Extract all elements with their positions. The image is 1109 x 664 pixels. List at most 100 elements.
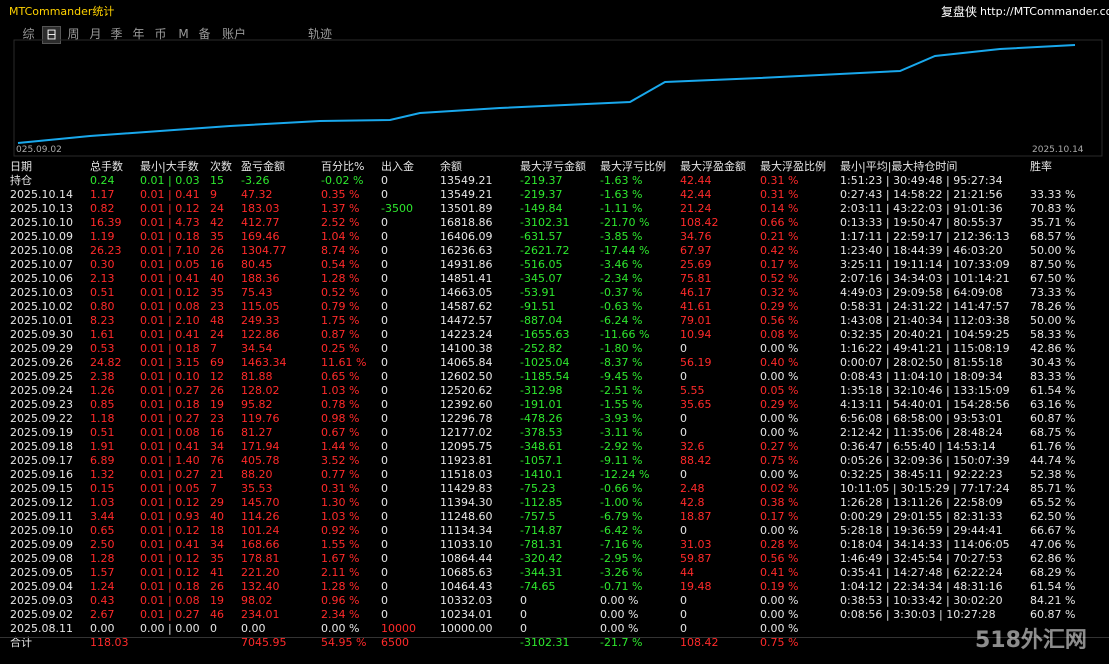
- tab[interactable]: 轨迹: [308, 27, 333, 41]
- table-cell: 0.01 | 0.41: [140, 440, 200, 453]
- table-cell: -516.05: [520, 258, 563, 271]
- column-header: 百分比%: [321, 160, 365, 173]
- table-cell: 13549.21: [440, 174, 493, 187]
- table-cell: 2.13: [90, 272, 115, 285]
- table-cell: 16: [210, 426, 224, 439]
- table-cell: 48: [210, 314, 224, 327]
- table-cell: 118.03: [90, 636, 129, 649]
- row-label: 2025.10.06: [10, 272, 73, 285]
- tab[interactable]: 月: [89, 27, 102, 41]
- table-cell: -11.66 %: [600, 328, 650, 341]
- table-cell: -9.45 %: [600, 370, 643, 383]
- table-cell: 0.15: [90, 482, 115, 495]
- table-cell: 4:13:11 | 54:40:01 | 154:28:56: [840, 398, 1010, 411]
- table-cell: 0.21 %: [760, 230, 799, 243]
- table-cell: 21: [210, 468, 224, 481]
- table-cell: 11518.03: [440, 468, 493, 481]
- table-cell: 0: [381, 230, 388, 243]
- table-cell: 0.29 %: [760, 398, 799, 411]
- tab[interactable]: 币: [154, 27, 167, 41]
- table-cell: -344.31: [520, 566, 563, 579]
- table-cell: 119.76: [241, 412, 280, 425]
- table-cell: 0.01 | 2.10: [140, 314, 200, 327]
- table-cell: 58.33 %: [1030, 328, 1076, 341]
- table-cell: 35: [210, 286, 224, 299]
- table-cell: 0: [680, 524, 687, 537]
- table-cell: -378.53: [520, 426, 563, 439]
- tab[interactable]: 账户: [222, 27, 247, 41]
- table-cell: 50.00 %: [1030, 244, 1076, 257]
- table-cell: 0: [680, 342, 687, 355]
- url: http://MTCommander.com: [980, 5, 1109, 18]
- table-cell: 16818.86: [440, 216, 493, 229]
- table-cell: 1.44 %: [321, 440, 360, 453]
- table-cell: 35: [210, 552, 224, 565]
- table-cell: 24: [210, 202, 224, 215]
- tab[interactable]: M: [178, 27, 189, 41]
- table-cell: 7045.95: [241, 636, 287, 649]
- table-cell: 23: [210, 300, 224, 313]
- table-cell: 2:03:11 | 43:22:03 | 91:01:36: [840, 202, 1003, 215]
- tab[interactable]: 综: [22, 27, 35, 41]
- table-cell: 0.01 | 0.27: [140, 384, 200, 397]
- table-cell: 0.01 | 0.12: [140, 566, 200, 579]
- table-cell: 0:13:33 | 19:50:47 | 80:55:37: [840, 216, 1003, 229]
- table-cell: -320.42: [520, 552, 563, 565]
- table-cell: 0.01 | 0.18: [140, 230, 200, 243]
- table-cell: 10000.00: [440, 622, 493, 635]
- table-cell: 95.82: [241, 398, 273, 411]
- table-cell: 1:23:40 | 18:44:39 | 46:03:20: [840, 244, 1003, 257]
- table-cell: -219.37: [520, 188, 563, 201]
- table-cell: 0.08 %: [760, 328, 799, 341]
- tab[interactable]: 季: [110, 27, 123, 41]
- table-cell: 0.35 %: [321, 188, 360, 201]
- table-cell: 98.02: [241, 594, 273, 607]
- table-cell: 0.01 | 0.12: [140, 524, 200, 537]
- table-cell: 1.55 %: [321, 538, 360, 551]
- table-cell: 12177.02: [440, 426, 493, 439]
- table-cell: 44: [680, 566, 694, 579]
- table-cell: 24: [210, 328, 224, 341]
- app-title: MTCommander统计: [9, 5, 115, 18]
- table-cell: -8.37 %: [600, 356, 643, 369]
- table-cell: 73.33 %: [1030, 286, 1076, 299]
- table-cell: 81.88: [241, 370, 273, 383]
- tab[interactable]: 备: [198, 27, 211, 41]
- table-cell: 0.02 %: [760, 482, 799, 495]
- table-cell: 1:46:49 | 32:45:54 | 70:27:53: [840, 552, 1003, 565]
- table-cell: -53.91: [520, 286, 556, 299]
- table-cell: 35.71 %: [1030, 216, 1076, 229]
- table-cell: 0: [520, 594, 527, 607]
- row-label: 2025.09.16: [10, 468, 73, 481]
- table-cell: -7.16 %: [600, 538, 643, 551]
- table-cell: 2.38: [90, 370, 115, 383]
- table-cell: -757.5: [520, 510, 556, 523]
- brand: 复盘侠: [941, 5, 978, 19]
- table-cell: 0:08:43 | 11:04:10 | 18:09:34: [840, 370, 1003, 383]
- table-cell: 0.79 %: [321, 300, 360, 313]
- table-cell: 61.54 %: [1030, 384, 1076, 397]
- table-cell: 0:00:29 | 29:01:55 | 82:31:33: [840, 510, 1003, 523]
- column-header: 最大浮亏比例: [600, 160, 666, 173]
- table-cell: 0.00 %: [760, 412, 799, 425]
- table-cell: 3.44: [90, 510, 115, 523]
- x-end-label: 2025.10.14: [1032, 145, 1084, 155]
- table-cell: 61.54 %: [1030, 580, 1076, 593]
- tab[interactable]: 周: [67, 27, 80, 41]
- tab[interactable]: 年: [132, 27, 145, 41]
- table-cell: 0: [381, 566, 388, 579]
- row-label: 2025.10.09: [10, 230, 73, 243]
- row-label: 2025.09.19: [10, 426, 73, 439]
- table-cell: 12602.50: [440, 370, 493, 383]
- table-cell: -0.71 %: [600, 580, 643, 593]
- table-cell: 16236.63: [440, 244, 493, 257]
- table-cell: -74.65: [520, 580, 556, 593]
- table-cell: 68.57 %: [1030, 230, 1076, 243]
- table-cell: -1655.63: [520, 328, 570, 341]
- table-cell: 0: [680, 412, 687, 425]
- row-label: 2025.09.05: [10, 566, 73, 579]
- table-cell: 11248.60: [440, 510, 493, 523]
- table-cell: 183.03: [241, 202, 280, 215]
- table-cell: 0.01 | 0.03: [140, 174, 200, 187]
- table-cell: 0.01 | 0.12: [140, 286, 200, 299]
